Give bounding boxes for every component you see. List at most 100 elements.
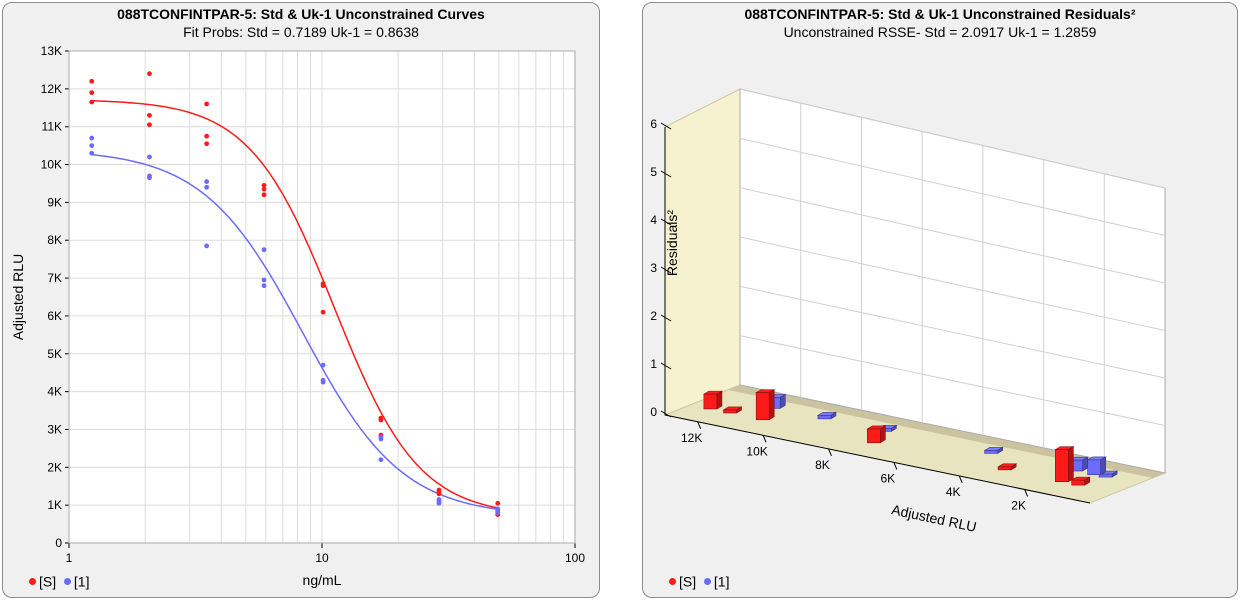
legend-label-s: [S]	[679, 573, 697, 589]
residuals-legend: [S] [1]	[669, 572, 729, 589]
data-point-std	[320, 309, 326, 315]
data-point-std	[320, 283, 326, 289]
legend-dot-s	[29, 577, 36, 585]
grid-line-y	[739, 137, 1166, 236]
data-point-uk1	[89, 143, 95, 149]
grid-line-y	[739, 236, 1166, 331]
y-tick-label: 4K	[47, 385, 62, 399]
x-tick-label: 8K	[815, 458, 830, 472]
plot-border	[68, 50, 576, 544]
y-tick	[660, 170, 672, 178]
y-tick-label: 3	[650, 261, 657, 275]
x-tick-label: 12K	[681, 431, 702, 445]
y-tick-label: 0	[650, 405, 657, 419]
x-tick-label: 4K	[946, 485, 961, 499]
data-point-std	[147, 112, 152, 118]
data-point-uk1	[204, 179, 210, 184]
x-tick	[1024, 489, 1029, 497]
data-point-std	[261, 186, 267, 192]
residuals-subtitle: Unconstrained RSSE- Std = 2.0917 Uk-1 = …	[783, 24, 1097, 40]
data-point-uk1	[378, 436, 384, 442]
data-point-std	[89, 78, 95, 84]
y-tick-label: 1K	[47, 498, 62, 512]
fit-curve-uk1	[91, 153, 498, 510]
data-point-uk1	[204, 184, 210, 190]
x-tick-label: 2K	[1011, 498, 1026, 512]
data-point-std	[89, 90, 95, 96]
residual-bar-uk1	[1087, 459, 1101, 476]
x-tick	[958, 475, 963, 484]
residual-bar-side-uk1	[1100, 456, 1106, 476]
residual-bar-side-std	[716, 390, 723, 410]
data-point-std	[436, 491, 442, 497]
y-tick-label: 4	[650, 213, 657, 227]
residuals-chart: 0 1 2 3 4 5 6 12K 10K 8K 6K 4K 2K Adjusted RLU Residua…	[650, 88, 1167, 535]
legend-dot-s	[669, 577, 676, 585]
data-point-uk1	[378, 457, 384, 463]
data-point-uk1	[147, 175, 152, 181]
y-tick-label: 3K	[47, 422, 62, 436]
y-tick-label: 13K	[41, 44, 62, 58]
residual-bar-std	[703, 393, 718, 410]
x-tick	[762, 435, 767, 443]
curves-panel: 088TCONFINTPAR-5: Std & Uk-1 Unconstrain…	[2, 2, 600, 598]
legend-label-1: [1]	[713, 573, 730, 589]
data-point-std	[89, 99, 95, 105]
data-point-std	[495, 500, 501, 506]
y-tick-label: 8K	[47, 233, 62, 247]
x-tick	[697, 421, 702, 429]
residual-bar-uk1	[817, 415, 832, 420]
y-tick	[660, 122, 672, 130]
residual-bar-side-std	[880, 425, 886, 444]
y-tick-label: 2K	[47, 460, 62, 474]
fit-curve-std	[91, 100, 498, 509]
data-point-std	[261, 192, 267, 198]
x-axis-label: Adjusted RLU	[890, 501, 978, 535]
y-tick-label: 7K	[47, 271, 62, 285]
x-tick-label: 10K	[746, 444, 767, 458]
x-axis-label: ng/mL	[303, 572, 342, 588]
residual-bar-std	[1055, 449, 1069, 482]
data-point-std	[204, 141, 210, 147]
grid-line-y	[739, 285, 1166, 379]
data-point-uk1	[261, 277, 267, 283]
grid-line-y	[739, 335, 1166, 426]
x-tick	[828, 448, 832, 457]
residual-bar-std	[1071, 479, 1085, 486]
data-point-uk1	[147, 154, 152, 160]
data-point-uk1	[261, 247, 267, 253]
residual-bar-std	[755, 392, 770, 421]
residuals-title: 088TCONFINTPAR-5: Std & Uk-1 Unconstrain…	[744, 6, 1136, 22]
legend-label-1: [1]	[73, 573, 90, 589]
data-point-std	[261, 182, 267, 188]
grid-line-y	[739, 88, 1166, 189]
legend-label-s: [S]	[39, 573, 57, 589]
data-point-uk1	[204, 243, 210, 249]
residuals-panel: 088TCONFINTPAR-5: Std & Uk-1 Unconstrain…	[642, 2, 1238, 598]
x-axis	[664, 414, 1091, 504]
y-tick	[660, 362, 672, 370]
residual-bar-std	[723, 409, 737, 414]
data-point-uk1	[89, 135, 95, 141]
y-tick	[660, 266, 672, 274]
y-axis-label: Residuals²	[664, 210, 680, 276]
x-tick-label: 10	[315, 551, 329, 565]
x-tick-label: 100	[565, 551, 585, 565]
data-point-std	[378, 417, 384, 423]
y-tick-label: 9K	[47, 195, 62, 209]
data-point-uk1	[261, 283, 267, 289]
data-point-uk1	[436, 500, 442, 506]
y-tick	[660, 218, 672, 226]
residual-bar-side-std	[768, 389, 775, 421]
y-tick-label: 0	[55, 536, 62, 550]
residual-bar-std	[867, 428, 881, 444]
data-point-uk1	[320, 362, 326, 368]
y-tick-label: 2	[650, 309, 657, 323]
data-point-std	[147, 71, 152, 77]
data-point-uk1	[320, 379, 326, 385]
curves-subtitle: Fit Probs: Std = 0.7189 Uk-1 = 0.8638	[183, 24, 419, 40]
y-tick-label: 5K	[47, 347, 62, 361]
x-tick-label: 1	[66, 551, 73, 565]
data-point-std	[147, 122, 152, 128]
y-tick-label: 5	[650, 165, 657, 179]
